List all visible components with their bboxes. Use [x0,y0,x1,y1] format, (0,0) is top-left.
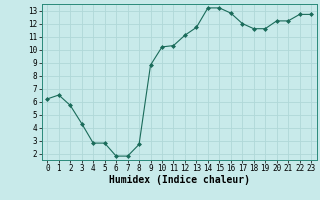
X-axis label: Humidex (Indice chaleur): Humidex (Indice chaleur) [109,175,250,185]
